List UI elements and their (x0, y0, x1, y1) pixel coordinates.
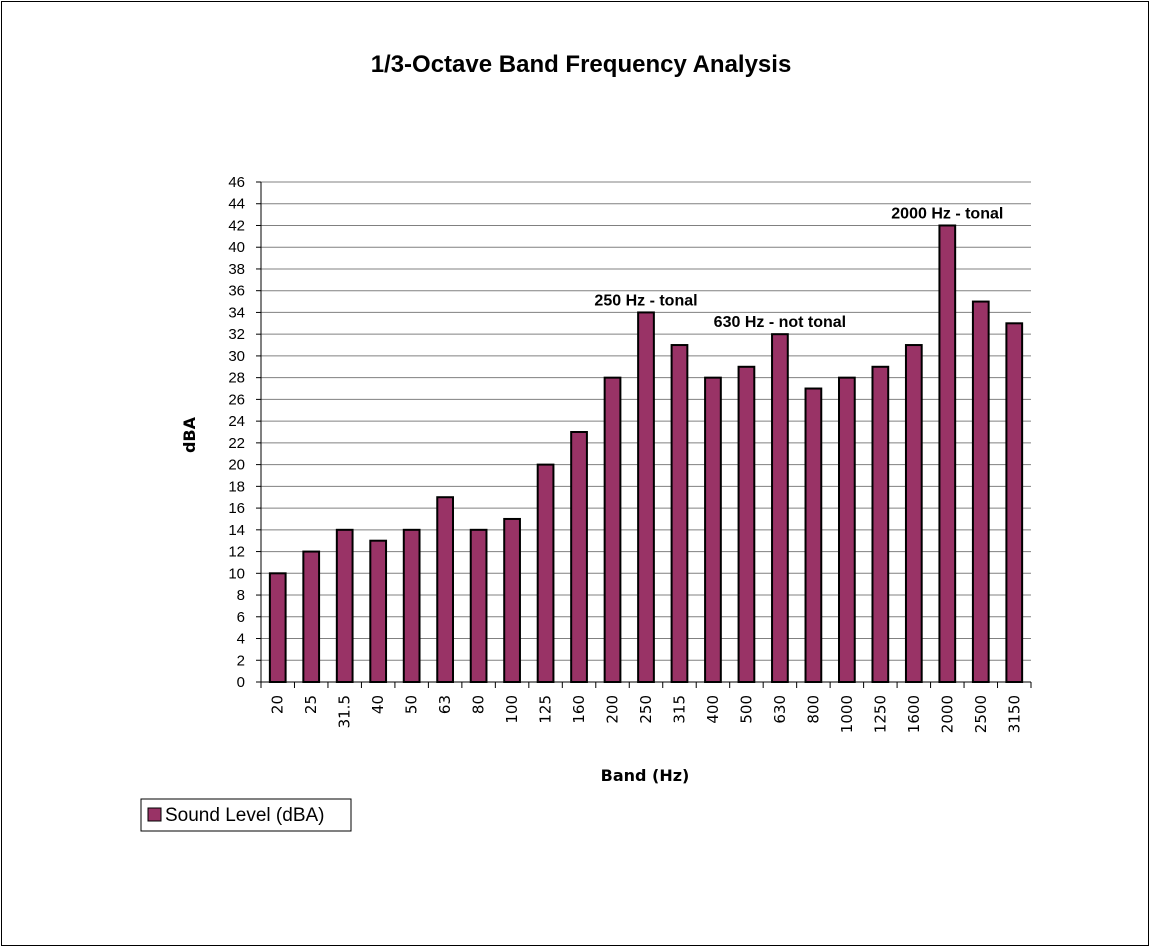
x-tick-label: 40 (369, 695, 387, 714)
bar-1000 (838, 376, 856, 683)
y-tick-label: 40 (228, 239, 245, 256)
bar-800 (804, 387, 823, 683)
y-axis-label: dBA (180, 416, 199, 453)
y-tick-label: 36 (228, 283, 245, 300)
y-tick-label: 28 (228, 370, 245, 387)
bar-40 (369, 539, 388, 684)
bar-2500 (971, 300, 990, 683)
x-tick-label: 125 (537, 695, 555, 724)
axes (256, 181, 1032, 688)
bar-20 (268, 572, 287, 683)
annotation-label: 2000 Hz - tonal (891, 205, 1003, 222)
x-tick-label: 50 (403, 695, 421, 714)
bar-1250 (871, 365, 890, 683)
x-tick-labels: 20 25 31.5 40 50 63 80 100 125 160 200 250 315 400 500… (269, 695, 1024, 733)
y-tick-label: 46 (228, 174, 245, 191)
bars (268, 224, 1024, 684)
y-tick-label: 0 (237, 674, 245, 691)
x-tick-label: 160 (570, 695, 588, 724)
x-tick-label: 500 (737, 695, 755, 724)
bar-3150 (1005, 322, 1024, 683)
y-tick-label: 44 (228, 196, 245, 213)
x-tick-label: 1000 (838, 695, 856, 733)
x-tick-label: 400 (704, 695, 722, 724)
legend: Sound Level (dBA) (140, 798, 352, 832)
bar-315 (670, 344, 689, 683)
y-tick-label: 2 (237, 652, 245, 669)
chart-title: 1/3-Octave Band Frequency Analysis (371, 51, 792, 78)
x-tick-label: 25 (302, 695, 320, 714)
bar-500 (737, 365, 756, 683)
x-tick-label: 630 (771, 695, 789, 724)
bar-1600 (904, 344, 923, 683)
y-tick-labels: 0246810121416182022242628303234363840424… (228, 174, 245, 691)
x-tick-label: 800 (804, 695, 822, 724)
y-tick-label: 42 (228, 217, 245, 234)
legend-box (140, 798, 352, 832)
x-tick-label: 3150 (1005, 695, 1023, 733)
x-tick-label: 315 (670, 695, 688, 724)
y-tick-label: 32 (228, 326, 245, 343)
y-tick-label: 10 (228, 565, 245, 582)
bar-200 (603, 376, 622, 683)
bar-31.5 (335, 528, 354, 684)
bar-2000 (938, 224, 957, 683)
bar-250 (637, 311, 655, 683)
bar-125 (536, 463, 555, 684)
y-tick-label: 24 (228, 413, 245, 430)
y-tick-label: 12 (228, 544, 245, 561)
y-tick-label: 6 (237, 609, 245, 626)
y-tick-label: 16 (228, 500, 245, 517)
x-tick-label: 31.5 (336, 695, 354, 728)
bar-160 (570, 431, 588, 683)
x-tick-label: 200 (604, 695, 622, 724)
x-tick-label: 100 (503, 695, 521, 724)
x-tick-label: 2500 (972, 695, 990, 733)
bar-63 (436, 496, 454, 683)
bar-400 (704, 376, 722, 683)
annotation-label: 630 Hz - not tonal (714, 314, 846, 331)
y-tick-label: 34 (228, 304, 245, 321)
y-tick-label: 30 (228, 348, 245, 365)
x-tick-label: 63 (436, 695, 454, 714)
y-tick-label: 18 (228, 478, 245, 495)
bar-50 (402, 528, 421, 684)
bar-630 (771, 333, 789, 683)
y-tick-label: 22 (228, 435, 245, 452)
annotation-label: 250 Hz - tonal (594, 292, 697, 309)
x-tick-label: 1600 (905, 695, 923, 733)
y-tick-label: 26 (228, 391, 245, 408)
y-tick-label: 8 (237, 587, 245, 604)
y-tick-label: 14 (228, 522, 245, 539)
y-tick-label: 4 (237, 631, 245, 648)
bar-25 (302, 550, 321, 684)
x-tick-label: 250 (637, 695, 655, 724)
x-tick-label: 80 (470, 695, 488, 714)
legend-label: Sound Level (dBA) (165, 805, 325, 826)
y-tick-label: 38 (228, 261, 245, 278)
x-tick-label: 1250 (871, 695, 889, 733)
x-axis-label: Band (Hz) (601, 766, 690, 785)
bar-100 (503, 517, 521, 684)
bar-80 (469, 528, 488, 684)
legend-swatch (147, 807, 162, 822)
y-tick-label: 20 (228, 457, 245, 474)
x-tick-label: 2000 (938, 695, 956, 733)
x-tick-label: 20 (269, 695, 287, 714)
annotations: 250 Hz - tonal 630 Hz - not tonal 2000 Hz … (594, 205, 1003, 331)
